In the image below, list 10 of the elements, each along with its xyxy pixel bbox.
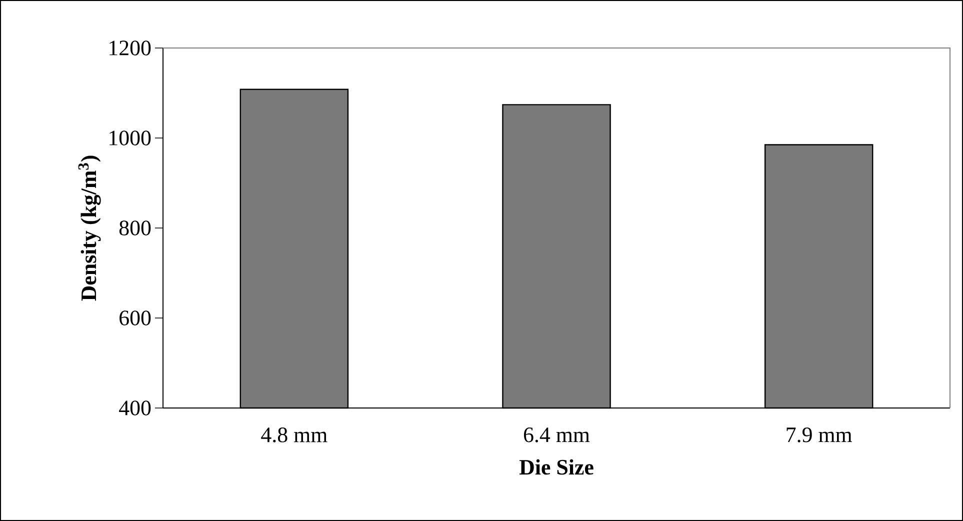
x-axis-title: Die Size: [519, 459, 594, 475]
text: Density (kg/m$^{3}$): [78, 156, 101, 301]
y-tick-label: 800: [119, 220, 151, 236]
x-tick-label: 6.4 mm: [524, 428, 590, 442]
y-tick-label: 400: [119, 400, 151, 416]
x-tick-label: 4.8 mm: [261, 428, 328, 442]
y-tick-label: 1200: [110, 40, 151, 56]
x-tick-label: 7.9 mm: [786, 428, 852, 442]
y-tick-label: 1000: [110, 130, 151, 146]
y-tick-label: 600: [120, 310, 151, 326]
